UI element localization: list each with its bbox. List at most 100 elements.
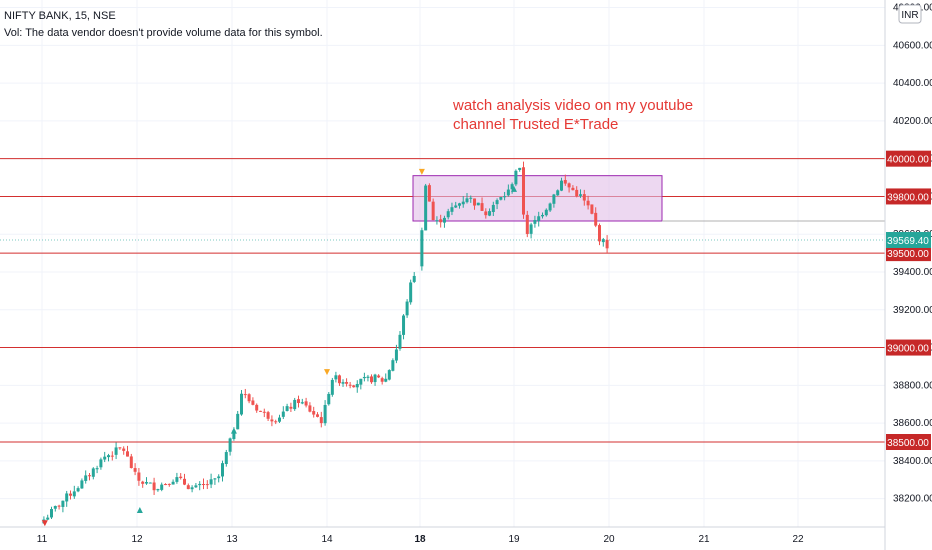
y-tick-label: 40400.00 <box>893 78 932 89</box>
annotation-layer: watch analysis video on my youtube channe… <box>452 97 693 133</box>
candle-body <box>387 370 391 380</box>
candle-body <box>377 375 381 378</box>
candle-body <box>65 493 69 502</box>
candle-body <box>362 376 366 379</box>
candle-body <box>529 224 533 234</box>
candle-body <box>337 375 341 384</box>
candle-body <box>259 410 262 412</box>
currency-label: INR <box>901 10 918 21</box>
candle-body <box>110 455 114 457</box>
candle-body <box>300 402 304 404</box>
x-tick-label: 12 <box>131 534 143 545</box>
candle-body <box>533 220 537 224</box>
candle-body <box>457 203 461 206</box>
candle-body <box>541 214 544 217</box>
candle-body <box>594 212 598 226</box>
level-price-label: 39000.00 <box>887 344 929 355</box>
level-price-badge <box>886 150 931 167</box>
candle-body <box>88 475 91 477</box>
candle-body <box>484 211 488 216</box>
candle-body <box>506 189 510 196</box>
candle-body <box>330 379 334 395</box>
candle-body <box>544 209 548 216</box>
candle-body <box>469 197 473 199</box>
symbol-title[interactable]: NIFTY BANK, 15, NSE <box>4 10 116 22</box>
candle-body <box>450 207 454 212</box>
candle-body <box>297 399 300 404</box>
candle-body <box>198 483 202 486</box>
candle-body <box>567 183 571 188</box>
y-tick-label: 38200.00 <box>893 494 932 505</box>
candle-body <box>129 456 133 468</box>
candle-body <box>394 349 398 361</box>
x-tick-label: 20 <box>603 534 615 545</box>
candle-body <box>427 185 431 202</box>
candle-body <box>236 413 240 430</box>
x-tick-label: 21 <box>698 534 710 545</box>
candle-body <box>556 190 560 196</box>
candle-body <box>95 468 99 470</box>
candle-body <box>420 230 424 267</box>
x-tick-label: 14 <box>321 534 333 545</box>
candle-body <box>194 485 198 488</box>
candle-body <box>405 301 409 316</box>
candle-body <box>435 220 439 222</box>
signal-up-arrow <box>230 427 237 434</box>
candle-body <box>491 204 495 212</box>
candle-body <box>186 485 190 490</box>
candle-body <box>510 184 514 190</box>
candle-body <box>601 239 605 243</box>
candle-body <box>145 482 148 484</box>
level-price-label: 39500.00 <box>887 249 929 260</box>
candle-body <box>319 417 323 424</box>
candle-body <box>190 487 194 490</box>
candle-body <box>164 484 167 486</box>
candle-body <box>221 463 224 477</box>
y-tick-label: 38600.00 <box>893 418 932 429</box>
y-tick-label: 39400.00 <box>893 267 932 278</box>
candle-body <box>61 500 65 507</box>
candle-body <box>72 491 76 497</box>
candle-body <box>167 483 171 485</box>
candle-body <box>84 475 88 481</box>
x-tick-label: 11 <box>37 534 48 545</box>
candle-body <box>480 203 484 211</box>
candle-body <box>359 378 363 385</box>
candle-body <box>473 198 477 206</box>
level-price-badge <box>886 434 931 450</box>
candle-body <box>495 200 499 205</box>
consolidation-box-layer <box>412 175 885 222</box>
candle-body <box>50 509 53 518</box>
candle-body <box>522 167 525 215</box>
candle-body <box>76 488 80 492</box>
candle-body <box>232 430 236 439</box>
level-price-badge <box>886 188 931 205</box>
candle-body <box>341 382 345 384</box>
candle-body <box>126 451 129 457</box>
candle-body <box>255 404 259 411</box>
candle-body <box>122 448 126 451</box>
candle-body <box>579 194 582 196</box>
candle-body <box>525 214 529 234</box>
candle-body <box>488 211 492 216</box>
candle-body <box>398 334 402 349</box>
candle-body <box>586 200 590 206</box>
candle-body <box>278 417 281 422</box>
candle-body <box>80 480 84 489</box>
candle-body <box>202 484 205 486</box>
candle-body <box>266 412 270 419</box>
candle-body <box>156 489 160 491</box>
candle-body <box>582 194 586 201</box>
candle-body <box>293 399 297 410</box>
candle-body <box>217 476 221 479</box>
x-tick-label: 19 <box>508 534 520 545</box>
candle-body <box>461 201 465 205</box>
candle-body <box>499 197 503 200</box>
candle-body <box>274 421 278 423</box>
candle-body <box>69 493 72 496</box>
signal-markers <box>41 168 517 527</box>
currency-badge <box>898 4 922 24</box>
candle-body <box>373 374 377 383</box>
